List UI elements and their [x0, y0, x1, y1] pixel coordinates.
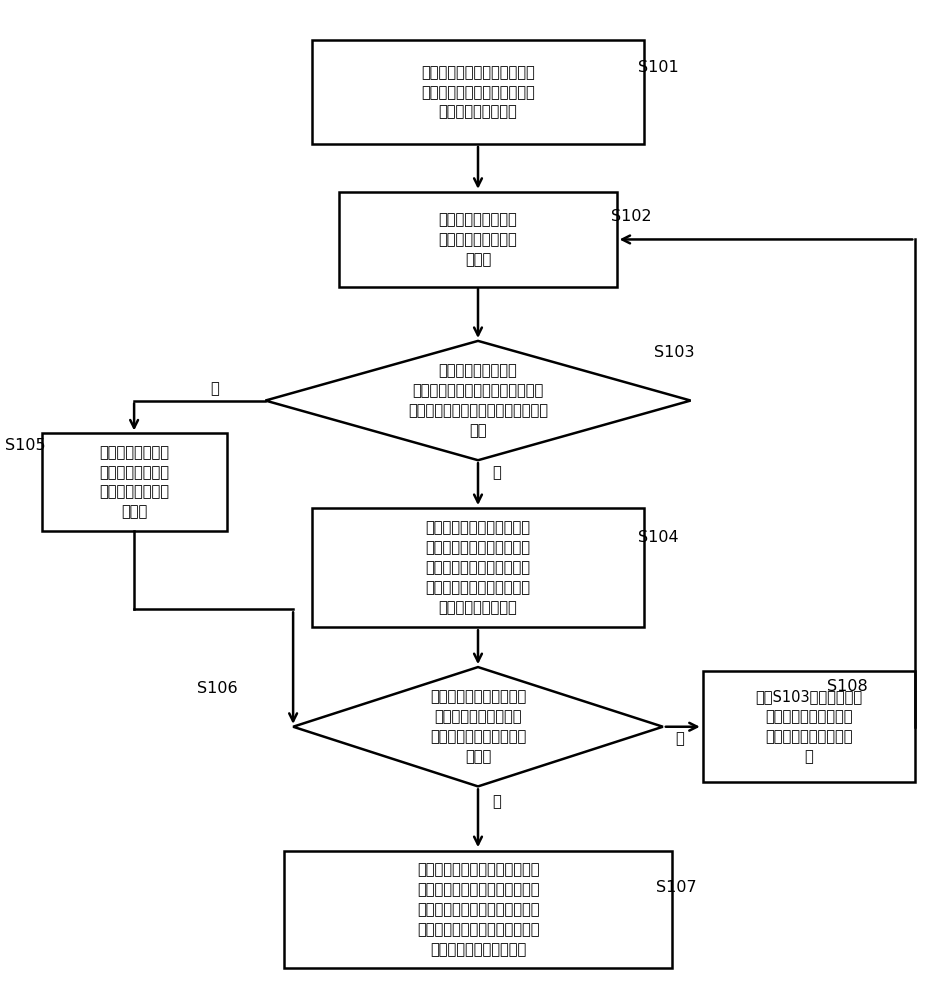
- Text: 控制清洁机器人按照预设路径
对全局工作区域进行遍历，并
构建起全局栅格地图: 控制清洁机器人按照预设路径 对全局工作区域进行遍历，并 构建起全局栅格地图: [422, 65, 535, 120]
- Text: 框定最下端的沿边地图遍历
块至最上端的沿边地图遍历
块之间的所有的地图遍历块
，建立起移动机器人在当前
一列的可通行子区域: 框定最下端的沿边地图遍历 块至最上端的沿边地图遍历 块之间的所有的地图遍历块 ，…: [425, 521, 531, 615]
- Text: 步骤S103判断的一列地
图遍历块更新为当前一
列的相邻列的地图遍历
块: 步骤S103判断的一列地 图遍历块更新为当前一 列的相邻列的地图遍历 块: [755, 690, 863, 764]
- Text: 判断当前一列的地图遍历
块的坐标位置是否处于
所述全局栅格地图的边界
位置处: 判断当前一列的地图遍历 块的坐标位置是否处于 所述全局栅格地图的边界 位置处: [430, 690, 526, 764]
- Text: S107: S107: [656, 880, 697, 895]
- Text: S104: S104: [638, 530, 679, 545]
- Text: S108: S108: [827, 679, 869, 694]
- Polygon shape: [293, 667, 663, 786]
- Text: 否: 否: [210, 381, 219, 396]
- FancyBboxPatch shape: [339, 192, 617, 287]
- Text: 是: 是: [492, 794, 501, 809]
- Text: 将移动机器人的沿边行走路径在
每一列所框定的可通行子区域合
并为移动机器人的沿边行走路径
在全局栅格地图的竖直坐标轴方
向上所框定的可通行区域: 将移动机器人的沿边行走路径在 每一列所框定的可通行子区域合 并为移动机器人的沿边…: [417, 863, 539, 957]
- Text: 不框定移动机器人
的沿边行走路径在
当前一列的可通行
子区域: 不框定移动机器人 的沿边行走路径在 当前一列的可通行 子区域: [99, 445, 169, 519]
- Text: 否: 否: [675, 731, 684, 746]
- Text: S102: S102: [611, 209, 652, 224]
- FancyBboxPatch shape: [703, 671, 916, 782]
- Text: 是: 是: [492, 466, 501, 481]
- FancyBboxPatch shape: [311, 40, 644, 144]
- FancyBboxPatch shape: [41, 433, 226, 531]
- Polygon shape: [265, 341, 690, 460]
- Text: S106: S106: [197, 681, 238, 696]
- FancyBboxPatch shape: [311, 508, 644, 627]
- Text: S103: S103: [653, 345, 694, 360]
- Text: 控制移动机器人从预
设沿边起点开始作沿
边行走: 控制移动机器人从预 设沿边起点开始作沿 边行走: [438, 212, 518, 267]
- FancyBboxPatch shape: [284, 851, 672, 968]
- Text: S101: S101: [637, 60, 679, 75]
- Text: 在沿边行走的同时，
判断所述全局栅格地图的当前一列
的地图遍历块中是否存在沿边地图遍
历块: 在沿边行走的同时， 判断所述全局栅格地图的当前一列 的地图遍历块中是否存在沿边地…: [408, 363, 548, 438]
- Text: S105: S105: [5, 438, 45, 453]
